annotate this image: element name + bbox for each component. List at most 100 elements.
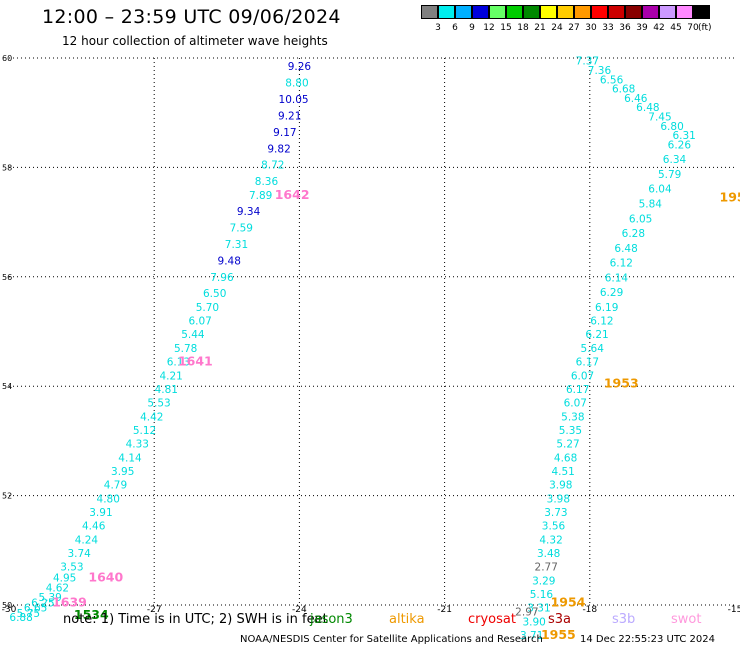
wave-height-label: 3.53 bbox=[60, 562, 83, 574]
wave-height-label: 4.62 bbox=[46, 582, 69, 594]
wave-height-label: 6.13 bbox=[167, 357, 190, 369]
page-subtitle: 12 hour collection of altimeter wave hei… bbox=[62, 34, 328, 48]
wave-height-label: 6.65 bbox=[24, 603, 47, 615]
colorbar-swatch bbox=[676, 5, 693, 19]
wave-height-label: 6.88 bbox=[9, 612, 32, 624]
wave-height-label: 8.80 bbox=[285, 78, 308, 90]
colorbar-swatch bbox=[455, 5, 472, 19]
wave-height-label: 4.21 bbox=[159, 370, 182, 382]
satellite-legend-item: jason3 bbox=[310, 612, 353, 627]
colorbar-label: 42 bbox=[653, 23, 665, 33]
colorbar-label: 6 bbox=[452, 23, 458, 33]
wave-height-label: 6.50 bbox=[203, 288, 226, 300]
wave-height-label: 8.72 bbox=[261, 160, 284, 172]
wave-height-label: 5.38 bbox=[561, 411, 584, 423]
colorbar-swatch bbox=[574, 5, 591, 19]
wave-height-label: 5.70 bbox=[196, 302, 219, 314]
lon-tick-label: -18 bbox=[582, 605, 597, 615]
wave-height-label: 4.46 bbox=[82, 521, 106, 533]
wave-height-label: 7.37 bbox=[576, 56, 599, 68]
wave-height-label: 4.32 bbox=[539, 534, 562, 546]
lon-tick-label: -24 bbox=[292, 605, 307, 615]
pass-time-label: 1642 bbox=[275, 187, 310, 202]
wave-height-label: 6.29 bbox=[600, 287, 623, 299]
wave-height-label: 3.90 bbox=[522, 616, 545, 628]
wave-height-label: 6.31 bbox=[672, 130, 695, 142]
wave-height-label: 9.34 bbox=[237, 206, 261, 218]
generated-timestamp: 14 Dec 22:55:23 UTC 2024 bbox=[580, 634, 715, 645]
lat-tick-label: 58 bbox=[2, 163, 12, 172]
wave-height-label: 6.14 bbox=[605, 272, 629, 284]
wave-height-label: 6.07 bbox=[571, 370, 594, 382]
wave-height-label: 3.91 bbox=[89, 507, 112, 519]
colorbar-label: 33 bbox=[602, 23, 614, 33]
colorbar-label: 39 bbox=[636, 23, 648, 33]
wave-height-label: 7.59 bbox=[230, 223, 253, 235]
wave-height-label: 6.21 bbox=[585, 329, 608, 341]
lat-tick-label: 60 bbox=[2, 54, 12, 63]
wave-height-label: 8.36 bbox=[255, 176, 279, 188]
wave-height-label: 3.29 bbox=[532, 575, 555, 587]
lon-tick-label: -27 bbox=[147, 605, 162, 615]
colorbar-swatch bbox=[523, 5, 540, 19]
wave-height-label: 3.74 bbox=[67, 548, 91, 560]
wave-height-label: 6.34 bbox=[663, 154, 687, 166]
wave-height-label: 7.89 bbox=[249, 190, 272, 202]
wave-height-label: 2.77 bbox=[535, 562, 558, 574]
wave-height-label: 3.98 bbox=[549, 480, 572, 492]
wave-height-label: 9.17 bbox=[273, 127, 296, 139]
wave-height-label: 3.48 bbox=[537, 548, 560, 560]
wave-height-label: 5.84 bbox=[639, 199, 663, 211]
colorbar-swatch bbox=[659, 5, 676, 19]
pass-time-label: 1639 bbox=[52, 594, 87, 609]
wave-height-label: 10.05 bbox=[279, 94, 309, 106]
wave-height-label: 5.75 bbox=[17, 608, 40, 620]
wave-height-label: 7.36 bbox=[588, 65, 612, 77]
wave-height-label: 3.73 bbox=[544, 507, 567, 519]
colorbar-swatch bbox=[693, 5, 710, 19]
pass-time-label: 1953 bbox=[604, 375, 639, 390]
wave-height-label: 4.51 bbox=[551, 466, 574, 478]
wave-height-label: 4.33 bbox=[126, 439, 149, 451]
wave-height-label: 6.12 bbox=[610, 258, 633, 270]
wave-height-label: 3.98 bbox=[547, 493, 570, 505]
page-title: 12:00 – 23:59 UTC 09/06/2024 bbox=[42, 6, 341, 28]
wave-height-label: 6.80 bbox=[660, 121, 683, 133]
satellite-legend-item: swot bbox=[671, 612, 702, 627]
wave-height-label: 4.42 bbox=[140, 411, 163, 423]
pass-time-label: 1954 bbox=[551, 594, 586, 609]
colorbar-label: 27 bbox=[568, 23, 580, 33]
satellite-legend-item: cryosat bbox=[468, 612, 516, 627]
lon-tick-label: -21 bbox=[437, 605, 452, 615]
lat-tick-label: 54 bbox=[2, 382, 12, 391]
wave-height-label: 6.17 bbox=[566, 384, 589, 396]
colorbar-swatch bbox=[642, 5, 659, 19]
lat-tick-label: 52 bbox=[2, 492, 12, 501]
wave-height-label: 6.46 bbox=[624, 93, 648, 105]
lon-tick-label: -15 bbox=[728, 605, 740, 615]
colorbar-swatch bbox=[591, 5, 608, 19]
colorbar-swatch bbox=[557, 5, 574, 19]
wave-height-label: 9.26 bbox=[288, 61, 312, 73]
wave-height-label: 5.79 bbox=[658, 169, 681, 181]
wave-height-label: 6.04 bbox=[648, 184, 672, 196]
wave-height-label: 6.68 bbox=[612, 84, 635, 96]
pass-time-label: 1641 bbox=[178, 354, 213, 369]
satellite-legend-item: s3b bbox=[612, 612, 636, 627]
wave-height-label: 3.71 bbox=[520, 630, 543, 642]
colorbar-label: 24 bbox=[551, 23, 563, 33]
colorbar-label: 3 bbox=[435, 23, 441, 33]
lat-tick-label: 50 bbox=[2, 601, 12, 610]
lon-tick-label: -30 bbox=[2, 605, 17, 615]
colorbar-swatch bbox=[438, 5, 455, 19]
colorbar-label: 18 bbox=[517, 23, 529, 33]
wave-height-label: 5.53 bbox=[147, 398, 170, 410]
wave-height-label: 6.25 bbox=[31, 597, 54, 609]
wave-height-label: 6.17 bbox=[576, 357, 599, 369]
wave-height-label: 6.26 bbox=[668, 139, 692, 151]
wave-height-label: 2.97 bbox=[515, 607, 538, 619]
wave-height-label: 7.96 bbox=[210, 272, 234, 284]
wave-height-label: 9.48 bbox=[218, 255, 241, 267]
colorbar-swatch bbox=[625, 5, 642, 19]
